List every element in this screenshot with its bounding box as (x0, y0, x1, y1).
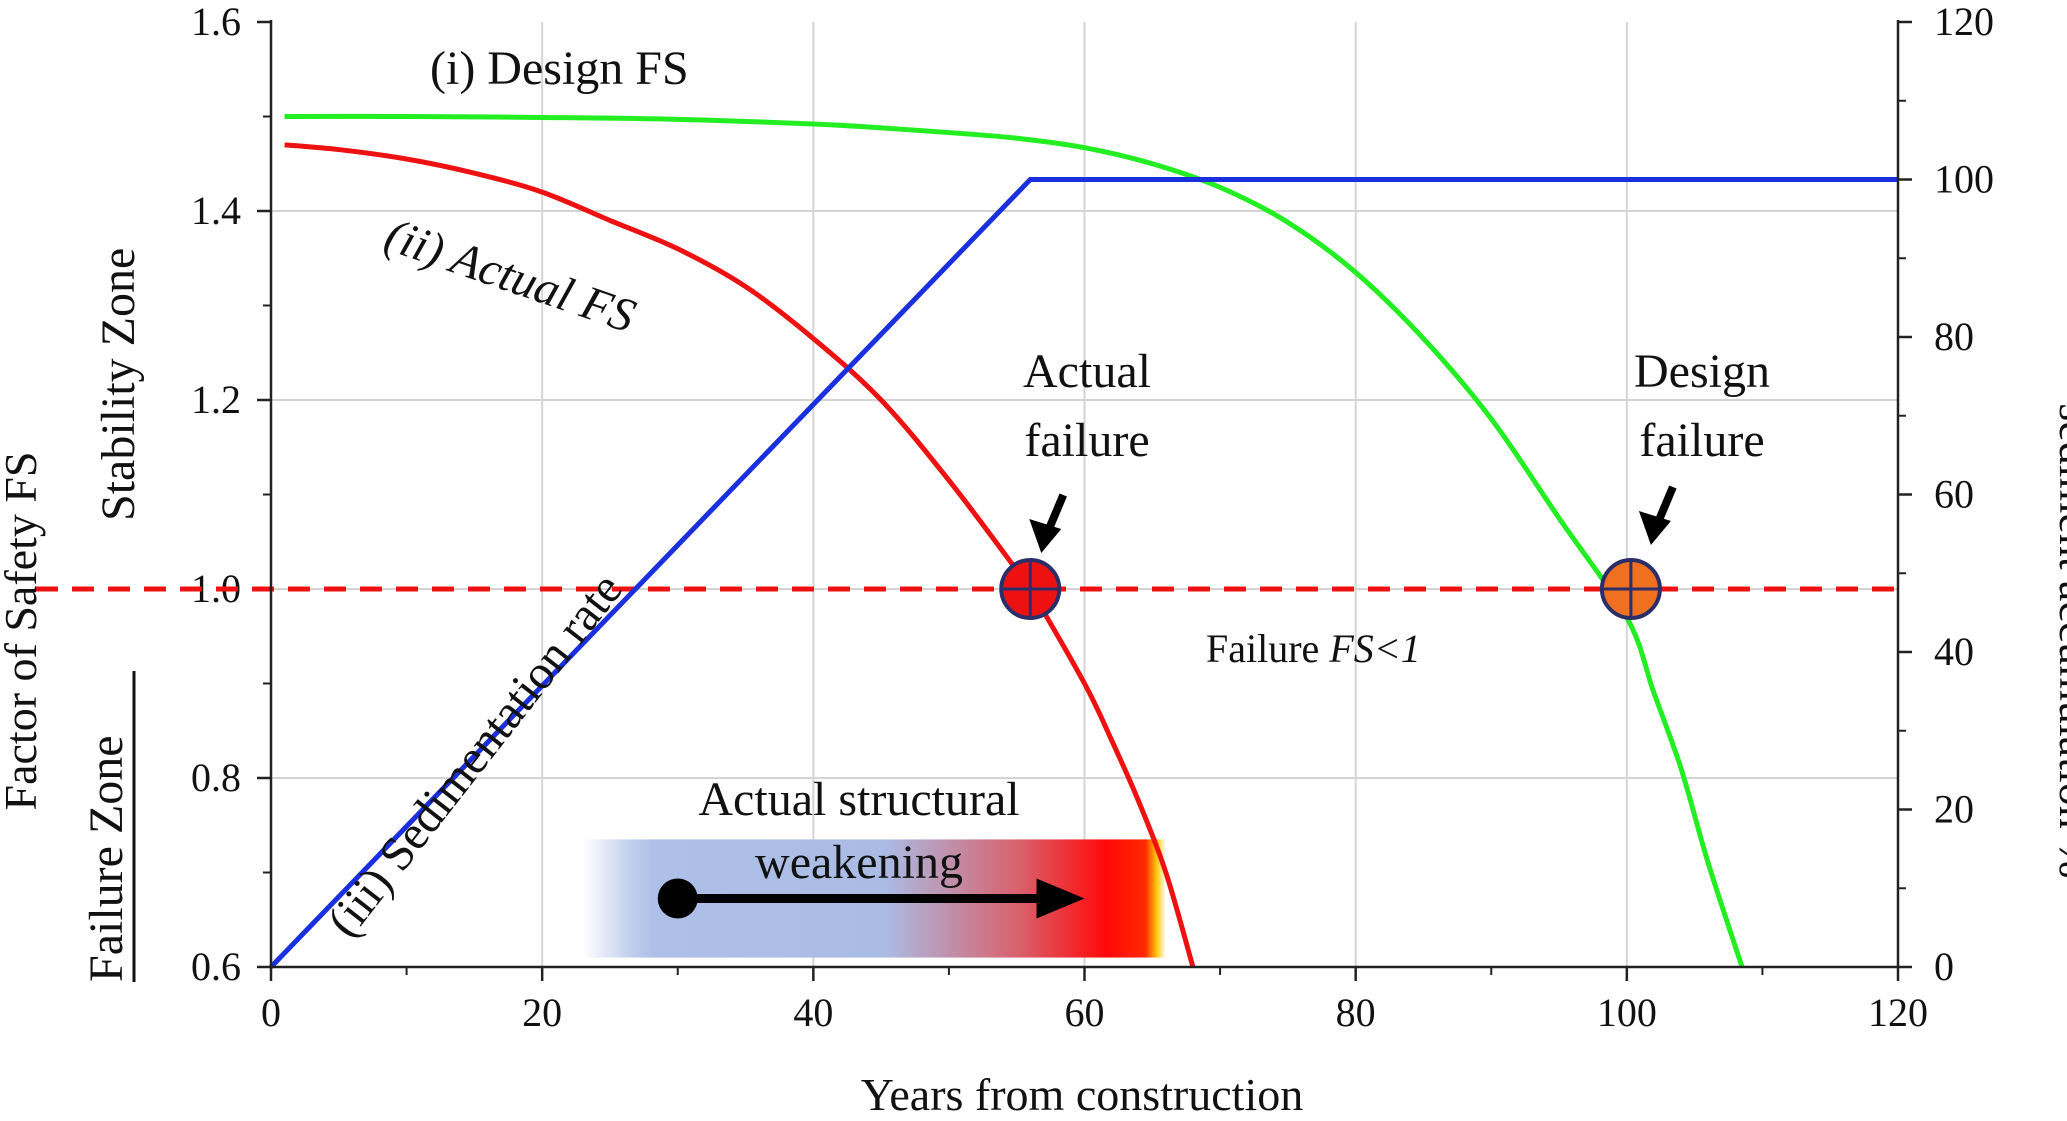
y-left-tick-label: 1.2 (191, 377, 241, 422)
x-tick-label: 0 (261, 990, 281, 1035)
svg-text:Failure Zone: Failure Zone (80, 735, 133, 982)
y-left-tick-label: 0.8 (191, 755, 241, 800)
design-fs-label: (i) Design FS (430, 42, 689, 95)
weakening-label-line2: weakening (755, 836, 963, 889)
pointer-head (1029, 519, 1062, 553)
weakening-arrow-head (1036, 878, 1085, 919)
actual-fs-label: (ii) Actual FS (378, 208, 641, 343)
y-right-tick-label: 40 (1934, 629, 1974, 674)
x-tick-label: 100 (1597, 990, 1657, 1035)
y-right-tick-label: 0 (1934, 944, 1954, 989)
actual-failure-pointer-arrow (1029, 493, 1067, 553)
failure-fs-label: Failure FS<1 (1206, 626, 1421, 671)
weakening-arrow-start-dot (657, 878, 698, 919)
x-tick-label: 40 (793, 990, 833, 1035)
actual-failure-marker (999, 558, 1062, 620)
failure-zone-label: Failure Zone (80, 671, 136, 982)
design-failure-label-line2: failure (1639, 414, 1764, 467)
actual-failure-label-line1: Actual (1023, 345, 1151, 398)
axis-ticks: 0 20 40 60 80 100 1200.60.81.01.21.41.60204060… (191, 0, 1994, 1035)
series-sedimentation-line (269, 177, 1898, 969)
design-failure-label-line1: Design (1634, 345, 1770, 398)
x-tick-label: 60 (1065, 990, 1105, 1035)
weakening-label-line1: Actual structural (698, 773, 1019, 826)
design-failure-marker (1599, 558, 1662, 620)
series-design-fs-line (284, 113, 1745, 968)
actual-failure-label-line2: failure (1024, 414, 1149, 467)
grid (271, 22, 1898, 967)
x-tick-label: 120 (1868, 990, 1928, 1035)
x-axis-title: Years from construction (861, 1069, 1303, 1116)
pointer-head (1638, 511, 1671, 545)
x-tick-label: 20 (522, 990, 562, 1035)
design-failure-pointer-arrow (1638, 485, 1677, 545)
x-tick-label: 80 (1336, 990, 1376, 1035)
y-left-tick-label: 1.4 (191, 188, 241, 233)
series-actual-fs-line (284, 142, 1196, 968)
y-right-tick-label: 100 (1934, 157, 1994, 202)
y-right-tick-label: 120 (1934, 0, 1994, 44)
y-axis-right-title: sediment accumulation % (2050, 403, 2067, 878)
y-axis-left-title: Factor of Safety FS (0, 451, 46, 810)
y-right-tick-label: 80 (1934, 314, 1974, 359)
y-right-tick-label: 60 (1934, 472, 1974, 517)
stability-zone-label: Stability Zone (92, 248, 145, 521)
y-right-tick-label: 20 (1934, 787, 1974, 832)
y-left-tick-label: 0.6 (191, 944, 241, 989)
y-left-tick-label: 1.6 (191, 0, 241, 44)
